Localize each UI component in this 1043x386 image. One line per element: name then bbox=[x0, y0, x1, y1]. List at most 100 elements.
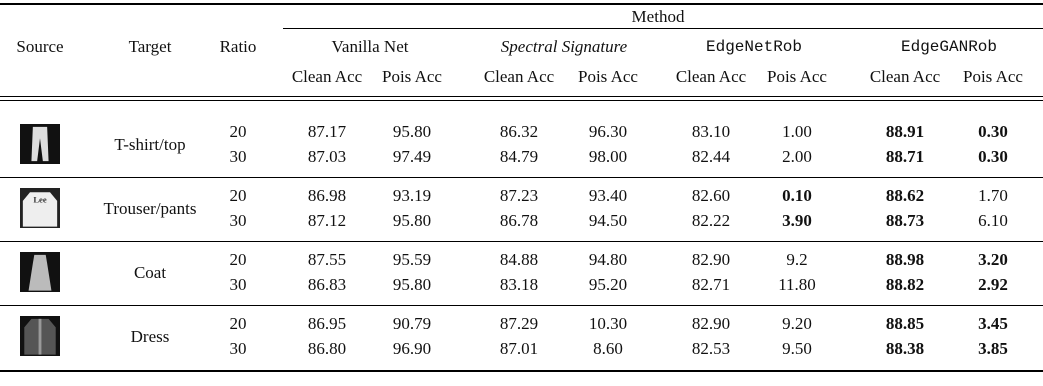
value-cell: 82.53 bbox=[692, 339, 730, 359]
value-cell: 98.00 bbox=[589, 147, 627, 167]
value-cell: 96.30 bbox=[589, 122, 627, 142]
value-cell: 88.71 bbox=[886, 147, 924, 167]
group-rule bbox=[0, 241, 1043, 242]
value-cell: 87.17 bbox=[308, 122, 346, 142]
value-cell: 1.00 bbox=[782, 122, 812, 142]
value-cell: 82.22 bbox=[692, 211, 730, 231]
value-cell: 94.50 bbox=[589, 211, 627, 231]
metric-header: Pois Acc bbox=[382, 67, 442, 87]
ratio-cell: 20 bbox=[230, 186, 247, 206]
value-cell: 86.95 bbox=[308, 314, 346, 334]
value-cell: 82.71 bbox=[692, 275, 730, 295]
header-rule bbox=[0, 96, 1043, 97]
value-cell: 88.85 bbox=[886, 314, 924, 334]
value-cell: 83.10 bbox=[692, 122, 730, 142]
value-cell: 83.18 bbox=[500, 275, 538, 295]
method-name: EdgeNetRob bbox=[706, 38, 802, 56]
value-cell: 88.91 bbox=[886, 122, 924, 142]
value-cell: 88.73 bbox=[886, 211, 924, 231]
metric-header: Pois Acc bbox=[578, 67, 638, 87]
value-cell: 87.55 bbox=[308, 250, 346, 270]
target-label: Dress bbox=[131, 327, 170, 347]
value-cell: 1.70 bbox=[978, 186, 1008, 206]
value-cell: 86.98 bbox=[308, 186, 346, 206]
method-name: Spectral Signature bbox=[501, 37, 627, 57]
column-header: Source bbox=[16, 37, 63, 57]
ratio-cell: 30 bbox=[230, 275, 247, 295]
target-label: T-shirt/top bbox=[114, 135, 185, 155]
value-cell: 87.01 bbox=[500, 339, 538, 359]
value-cell: 2.00 bbox=[782, 147, 812, 167]
value-cell: 95.80 bbox=[393, 122, 431, 142]
method-name: Vanilla Net bbox=[332, 37, 409, 57]
value-cell: 84.79 bbox=[500, 147, 538, 167]
value-cell: 95.20 bbox=[589, 275, 627, 295]
value-cell: 88.82 bbox=[886, 275, 924, 295]
value-cell: 97.49 bbox=[393, 147, 431, 167]
source-image bbox=[20, 252, 60, 292]
value-cell: 3.45 bbox=[978, 314, 1008, 334]
value-cell: 88.62 bbox=[886, 186, 924, 206]
value-cell: 3.20 bbox=[978, 250, 1008, 270]
value-cell: 9.20 bbox=[782, 314, 812, 334]
metric-header: Pois Acc bbox=[963, 67, 1023, 87]
value-cell: 95.59 bbox=[393, 250, 431, 270]
value-cell: 6.10 bbox=[978, 211, 1008, 231]
value-cell: 90.79 bbox=[393, 314, 431, 334]
value-cell: 82.44 bbox=[692, 147, 730, 167]
header-rule bbox=[0, 100, 1043, 101]
value-cell: 2.92 bbox=[978, 275, 1008, 295]
value-cell: 11.80 bbox=[778, 275, 816, 295]
method-header: Method bbox=[632, 7, 685, 27]
value-cell: 84.88 bbox=[500, 250, 538, 270]
value-cell: 82.90 bbox=[692, 250, 730, 270]
value-cell: 86.80 bbox=[308, 339, 346, 359]
value-cell: 86.83 bbox=[308, 275, 346, 295]
column-header: Ratio bbox=[220, 37, 257, 57]
svg-text:Lee: Lee bbox=[33, 194, 47, 204]
ratio-cell: 30 bbox=[230, 147, 247, 167]
top-rule bbox=[0, 3, 1043, 5]
value-cell: 87.03 bbox=[308, 147, 346, 167]
ratio-cell: 30 bbox=[230, 211, 247, 231]
value-cell: 9.50 bbox=[782, 339, 812, 359]
metric-header: Clean Acc bbox=[870, 67, 940, 87]
ratio-cell: 20 bbox=[230, 314, 247, 334]
value-cell: 9.2 bbox=[786, 250, 807, 270]
source-image bbox=[20, 124, 60, 164]
ratio-cell: 30 bbox=[230, 339, 247, 359]
ratio-cell: 20 bbox=[230, 122, 247, 142]
bottom-rule bbox=[0, 370, 1043, 372]
group-rule bbox=[0, 305, 1043, 306]
value-cell: 87.29 bbox=[500, 314, 538, 334]
value-cell: 87.23 bbox=[500, 186, 538, 206]
value-cell: 93.40 bbox=[589, 186, 627, 206]
value-cell: 0.30 bbox=[978, 147, 1008, 167]
value-cell: 0.10 bbox=[782, 186, 812, 206]
value-cell: 95.80 bbox=[393, 275, 431, 295]
value-cell: 86.32 bbox=[500, 122, 538, 142]
value-cell: 93.19 bbox=[393, 186, 431, 206]
value-cell: 94.80 bbox=[589, 250, 627, 270]
target-label: Trouser/pants bbox=[104, 199, 197, 219]
value-cell: 3.90 bbox=[782, 211, 812, 231]
value-cell: 0.30 bbox=[978, 122, 1008, 142]
ratio-cell: 20 bbox=[230, 250, 247, 270]
method-name: EdgeGANRob bbox=[901, 38, 997, 56]
method-rule bbox=[283, 28, 1043, 29]
value-cell: 10.30 bbox=[589, 314, 627, 334]
value-cell: 96.90 bbox=[393, 339, 431, 359]
metric-header: Clean Acc bbox=[292, 67, 362, 87]
group-rule bbox=[0, 177, 1043, 178]
value-cell: 88.38 bbox=[886, 339, 924, 359]
source-image bbox=[20, 316, 60, 356]
metric-header: Pois Acc bbox=[767, 67, 827, 87]
metric-header: Clean Acc bbox=[676, 67, 746, 87]
value-cell: 86.78 bbox=[500, 211, 538, 231]
value-cell: 82.60 bbox=[692, 186, 730, 206]
value-cell: 82.90 bbox=[692, 314, 730, 334]
value-cell: 87.12 bbox=[308, 211, 346, 231]
column-header: Target bbox=[129, 37, 172, 57]
value-cell: 88.98 bbox=[886, 250, 924, 270]
table-page: Lee Method Source Target Ratio Vanilla Net Sp… bbox=[0, 0, 1043, 386]
